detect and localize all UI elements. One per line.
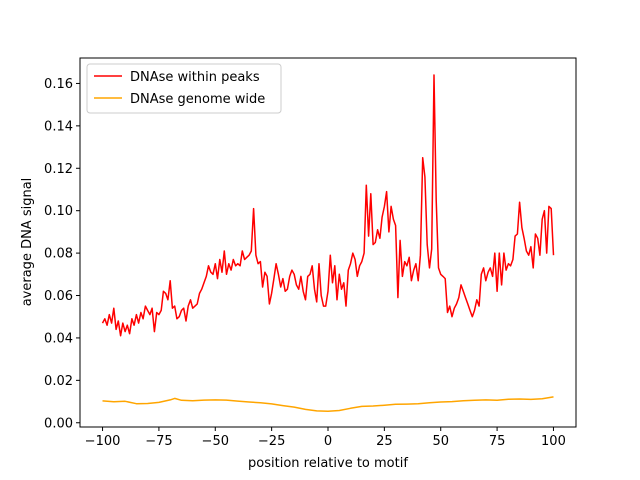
legend: DNAse within peaks DNAse genome wide [86,63,282,114]
x-tick-label: −75 [145,434,172,449]
x-axis: −100 −75 −50 −25 0 25 50 75 100 [85,427,566,449]
y-tick-label: 0.16 [44,77,73,92]
x-tick-label: 50 [432,434,449,449]
y-tick-label: 0.00 [44,416,73,431]
x-tick-label: −100 [85,434,121,449]
y-tick-label: 0.08 [44,247,73,262]
series-line-0 [101,74,555,337]
x-tick-label: −50 [202,434,229,449]
x-tick-label: 0 [324,434,332,449]
y-tick-label: 0.10 [44,204,73,219]
x-tick-label: −25 [258,434,285,449]
y-tick-label: 0.12 [44,162,73,177]
legend-label-genome-wide: DNAse genome wide [130,92,265,107]
series-line-1 [102,396,554,413]
legend-label-within-peaks: DNAse within peaks [130,70,260,85]
x-axis-label: position relative to motif [248,456,408,471]
x-tick-label: 25 [376,434,393,449]
y-tick-label: 0.04 [44,331,73,346]
x-tick-label: 75 [489,434,506,449]
y-tick-label: 0.02 [44,374,73,389]
y-tick-label: 0.06 [44,289,73,304]
y-tick-label: 0.14 [44,119,73,134]
x-tick-label: 100 [541,434,566,449]
legend-box [86,63,282,114]
y-axis-label: average DNA signal [20,178,35,307]
series-layer [101,74,555,413]
y-axis: 0.00 0.02 0.04 0.06 0.08 0.10 0.12 0.14 0.16 [44,77,80,431]
